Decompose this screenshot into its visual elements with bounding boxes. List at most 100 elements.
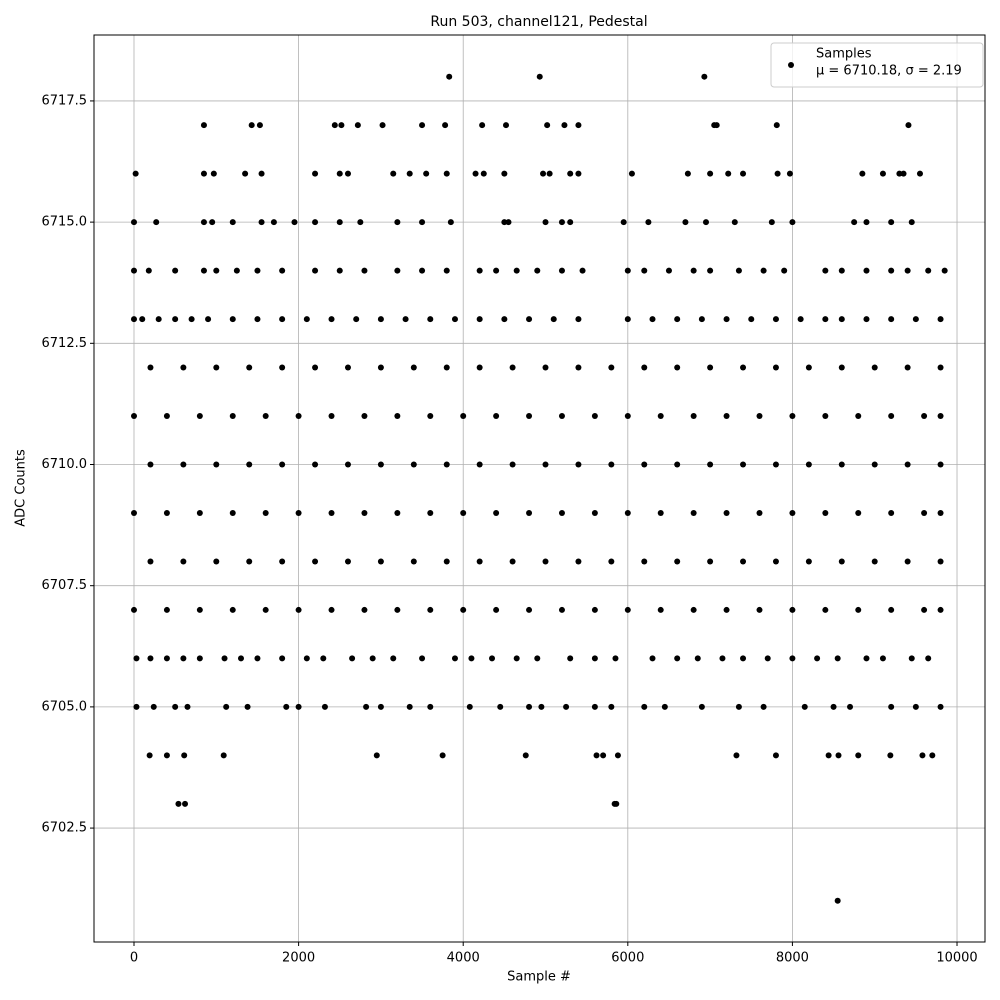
point: [328, 413, 335, 420]
point: [213, 267, 220, 274]
point: [698, 316, 705, 323]
point: [279, 558, 286, 565]
point: [254, 316, 261, 323]
point: [248, 122, 255, 129]
point: [591, 509, 598, 516]
point: [163, 413, 170, 420]
y-tick-label: 6710.0: [42, 457, 88, 472]
point: [593, 752, 600, 759]
point: [888, 267, 895, 274]
point: [838, 316, 845, 323]
point: [733, 752, 740, 759]
point: [825, 752, 832, 759]
point: [608, 558, 615, 565]
points: [130, 73, 948, 904]
point: [476, 558, 483, 565]
point: [558, 219, 565, 226]
point: [377, 316, 384, 323]
point: [295, 413, 302, 420]
point: [904, 364, 911, 371]
point: [213, 558, 220, 565]
point: [427, 316, 434, 323]
point: [419, 267, 426, 274]
point: [690, 606, 697, 613]
point: [279, 316, 286, 323]
point: [690, 509, 697, 516]
point: [756, 509, 763, 516]
point: [295, 606, 302, 613]
point: [674, 558, 681, 565]
point: [674, 461, 681, 468]
point: [624, 316, 631, 323]
x-tick-label: 4000: [447, 951, 480, 966]
point: [723, 509, 730, 516]
point: [847, 703, 854, 710]
point: [888, 703, 895, 710]
point: [419, 122, 426, 129]
point: [501, 170, 508, 177]
point: [657, 509, 664, 516]
point: [723, 316, 730, 323]
point: [509, 558, 516, 565]
point: [740, 170, 747, 177]
point: [443, 364, 450, 371]
point: [180, 364, 187, 371]
point: [764, 655, 771, 662]
point: [256, 122, 263, 129]
point: [147, 364, 154, 371]
point: [694, 655, 701, 662]
point: [394, 219, 401, 226]
point: [279, 655, 286, 662]
point: [200, 122, 207, 129]
point: [781, 267, 788, 274]
point: [526, 413, 533, 420]
x-tick-label: 2000: [282, 951, 315, 966]
point: [279, 461, 286, 468]
point: [558, 606, 565, 613]
point: [501, 316, 508, 323]
point: [303, 655, 310, 662]
point: [229, 413, 236, 420]
point: [130, 219, 137, 226]
point: [312, 461, 319, 468]
point: [147, 461, 154, 468]
point: [133, 703, 140, 710]
point: [748, 316, 755, 323]
point: [246, 461, 253, 468]
point: [544, 122, 551, 129]
point: [210, 170, 217, 177]
point: [466, 703, 473, 710]
point: [863, 316, 870, 323]
point: [394, 413, 401, 420]
point: [904, 267, 911, 274]
point: [476, 316, 483, 323]
point: [163, 606, 170, 613]
point: [279, 364, 286, 371]
point: [419, 219, 426, 226]
x-axis-label: Sample #: [507, 970, 571, 985]
point: [501, 219, 508, 226]
point: [233, 267, 240, 274]
point: [254, 267, 261, 274]
point: [196, 655, 203, 662]
point: [649, 316, 656, 323]
point: [674, 655, 681, 662]
point: [838, 461, 845, 468]
point: [258, 170, 265, 177]
point: [419, 655, 426, 662]
point: [863, 267, 870, 274]
point: [591, 606, 598, 613]
point: [526, 316, 533, 323]
point: [863, 219, 870, 226]
point: [624, 606, 631, 613]
point: [163, 752, 170, 759]
point: [172, 703, 179, 710]
point: [740, 461, 747, 468]
point: [522, 752, 529, 759]
point: [460, 509, 467, 516]
legend-box: [770, 42, 984, 88]
point: [649, 655, 656, 662]
y-tick-label: 6702.5: [42, 821, 88, 836]
point: [196, 413, 203, 420]
